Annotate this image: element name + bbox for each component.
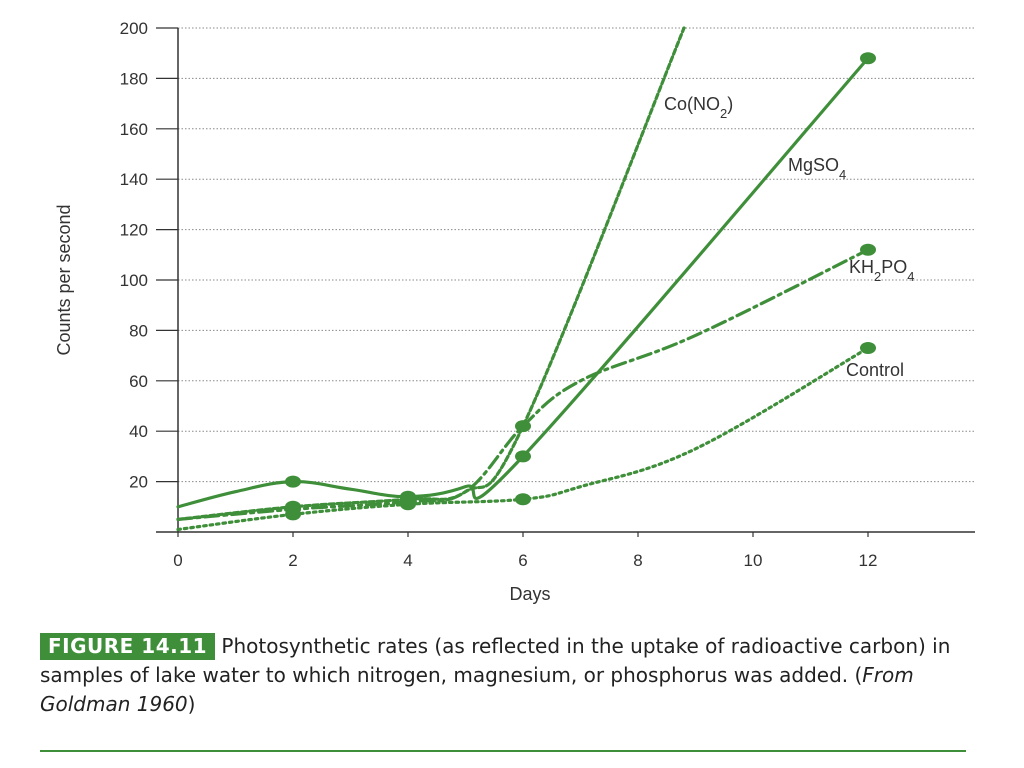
caption-source: From Goldman 1960 [40, 663, 914, 716]
x-tick-label: 2 [288, 551, 297, 570]
x-tick-label: 0 [173, 551, 182, 570]
x-tick-label: 8 [633, 551, 642, 570]
data-point-mgso4 [860, 52, 876, 65]
figure-label: FIGURE 14.11 [40, 633, 216, 660]
data-point-kh2po4 [400, 498, 416, 511]
x-tick-label: 6 [518, 551, 527, 570]
series-label-control: Control [846, 360, 904, 380]
y-tick-label: 20 [129, 473, 148, 492]
data-point-mgso4 [285, 475, 301, 488]
x-tick-label: 4 [403, 551, 412, 570]
y-axis-title: Counts per second [54, 204, 74, 355]
axes: 20 40 60 80 100 120 140 160 180 200 0 2 4 6 8 10 12 [120, 19, 975, 570]
series-line-kh2po4 [176, 248, 870, 521]
series-line-co-no2 [176, 26, 686, 521]
series-label-co-no2: Co(NO2) [664, 94, 733, 121]
series-markers [285, 52, 876, 521]
y-tick-label: 40 [129, 422, 148, 441]
y-tick-label: 160 [120, 120, 148, 139]
y-tick-label: 120 [120, 221, 148, 240]
data-point-kh2po4 [860, 243, 876, 256]
x-axis-title: Days [509, 584, 550, 604]
y-tick-label: 80 [129, 321, 148, 340]
data-point-control [860, 342, 876, 355]
caption-closing: ) [187, 692, 196, 716]
series-line-mgso4 [176, 56, 870, 509]
data-point-control [515, 493, 531, 506]
data-point-mgso4 [515, 450, 531, 463]
grid [178, 27, 975, 483]
y-tick-label: 140 [120, 170, 148, 189]
y-tick-label: 200 [120, 19, 148, 38]
y-tick-label: 100 [120, 271, 148, 290]
line-chart: 20 40 60 80 100 120 140 160 180 200 0 2 4 6 8 10 12 Co(N… [54, 19, 975, 604]
x-tick-label: 10 [744, 551, 763, 570]
caption-divider [40, 750, 966, 752]
y-tick-label: 60 [129, 372, 148, 391]
data-point-control [285, 508, 301, 521]
series-label-kh2po4: KH2PO4 [849, 257, 915, 284]
data-point-co-no2 [515, 420, 531, 433]
caption-text: Photosynthetic rates (as reflected in th… [40, 634, 951, 687]
y-tick-label: 180 [120, 69, 148, 88]
series-labels: Co(NO2) MgSO4 KH2PO4 Control [664, 94, 915, 380]
figure-caption: FIGURE 14.11 Photosynthetic rates (as re… [40, 632, 970, 719]
series-label-mgso4: MgSO4 [788, 155, 846, 182]
x-tick-label: 12 [859, 551, 878, 570]
